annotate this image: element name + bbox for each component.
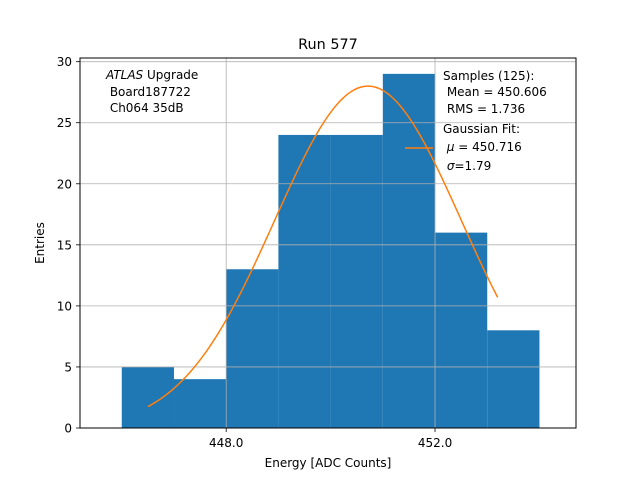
histogram-bars [121,73,540,429]
y-tick-label: 15 [57,238,72,252]
chart-title: Run 577 [298,37,358,53]
annotation-experiment: ATLAS [105,68,144,82]
y-tick-label: 10 [57,299,72,313]
annotation-board: Board187722 [106,85,191,99]
legend-fit-mu-symbol: μ [446,140,455,154]
histogram-bar [330,134,383,428]
legend-fit-mu: μ = 450.716 [443,140,522,154]
legend-samples-swatch [405,88,433,98]
histogram-bar [226,269,279,428]
y-axis-label: Entries [33,222,47,264]
x-axis-label: Energy [ADC Counts] [265,456,392,470]
legend-samples-mean: Mean = 450.606 [443,85,547,99]
legend: Samples (125): Mean = 450.606 RMS = 1.73… [405,69,547,173]
annotation-experiment-suffix: Upgrade [143,68,198,82]
legend-fit-sigma-symbol: σ [447,159,455,173]
axes-frame [79,57,577,429]
gaussian-fit-curve [147,85,499,408]
y-tick-label: 25 [57,116,72,130]
atlas-annotation: ATLAS Upgrade Board187722 Ch064 35dB [105,68,198,115]
x-tick-label: 452.0 [418,436,452,450]
y-tick-label: 0 [64,422,72,436]
y-axis-ticks: 0 5 10 15 20 25 30 [57,55,80,436]
legend-samples-rms: RMS = 1.736 [443,102,525,116]
x-tick-label: 448.0 [209,436,243,450]
annotation-channel: Ch064 35dB [106,101,184,115]
histogram-bar [487,330,540,428]
legend-samples-title: Samples (125): [443,69,534,83]
histogram-bar [173,379,227,428]
y-tick-label: 20 [57,177,72,191]
x-axis-ticks: 448.0 452.0 [209,428,452,450]
legend-fit-sigma-value: =1.79 [454,159,491,173]
legend-fit-title: Gaussian Fit: [443,122,520,136]
y-tick-label: 30 [57,55,72,69]
histogram-bar [382,73,436,429]
legend-fit-sigma: σ=1.79 [443,159,491,173]
histogram-bar [121,366,174,428]
y-tick-label: 5 [64,360,72,374]
histogram-bar [278,134,331,428]
histogram-bar [435,232,488,428]
annotation-experiment-line: ATLAS Upgrade [105,68,198,82]
legend-fit-mu-value: = 450.716 [454,140,521,154]
